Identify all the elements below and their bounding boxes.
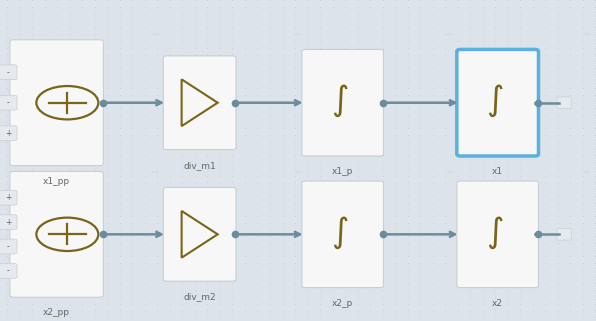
Text: x2_p: x2_p (332, 299, 353, 308)
Text: ∼: ∼ (446, 29, 454, 39)
FancyBboxPatch shape (163, 56, 236, 150)
Text: $\int$: $\int$ (486, 83, 504, 119)
FancyBboxPatch shape (10, 171, 104, 297)
FancyBboxPatch shape (0, 190, 17, 205)
Text: x1_pp: x1_pp (43, 177, 70, 186)
FancyBboxPatch shape (0, 65, 17, 80)
FancyBboxPatch shape (457, 181, 539, 288)
Text: $\int$: $\int$ (331, 214, 349, 251)
FancyBboxPatch shape (457, 49, 539, 156)
FancyBboxPatch shape (302, 49, 384, 156)
Text: ∼: ∼ (294, 29, 302, 39)
Text: x2_pp: x2_pp (43, 308, 70, 317)
Text: ∼: ∼ (151, 29, 159, 39)
FancyBboxPatch shape (0, 215, 17, 230)
FancyBboxPatch shape (0, 95, 17, 110)
Text: ∼: ∼ (446, 167, 454, 177)
FancyBboxPatch shape (557, 229, 571, 240)
Text: ∼: ∼ (583, 167, 591, 177)
Text: $\int$: $\int$ (486, 214, 504, 251)
Text: x1_p: x1_p (332, 167, 353, 176)
FancyBboxPatch shape (0, 239, 17, 254)
FancyBboxPatch shape (163, 187, 236, 281)
Text: div_m1: div_m1 (184, 161, 216, 170)
Text: ∼: ∼ (151, 167, 159, 177)
Text: x1: x1 (492, 167, 503, 176)
Text: -: - (7, 266, 10, 275)
Text: -: - (7, 242, 10, 251)
Text: div_m2: div_m2 (184, 292, 216, 301)
FancyBboxPatch shape (0, 264, 17, 278)
Text: ∼: ∼ (583, 29, 591, 39)
Text: +: + (5, 218, 11, 227)
Text: x2: x2 (492, 299, 503, 308)
FancyBboxPatch shape (0, 126, 17, 141)
Text: -: - (7, 98, 10, 107)
Text: ∼: ∼ (294, 167, 302, 177)
FancyBboxPatch shape (10, 40, 104, 166)
FancyBboxPatch shape (557, 97, 571, 108)
Text: +: + (5, 129, 11, 138)
Text: +: + (5, 193, 11, 202)
Text: -: - (7, 68, 10, 77)
FancyBboxPatch shape (302, 181, 384, 288)
Text: $\int$: $\int$ (331, 83, 349, 119)
